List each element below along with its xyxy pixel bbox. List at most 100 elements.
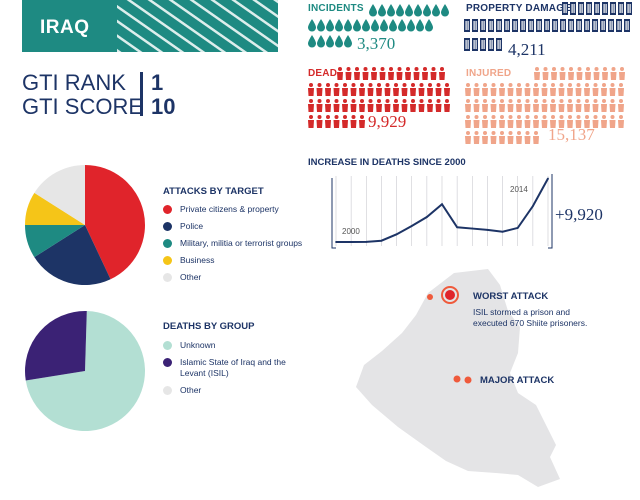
incident-droplet-icon [398, 19, 406, 32]
property-building-icon [504, 19, 510, 32]
chart-point [441, 203, 443, 206]
injured-person-icon [619, 67, 625, 80]
injured-person-icon [490, 115, 497, 128]
legend-swatch [163, 358, 172, 367]
incident-droplet-icon [344, 35, 352, 48]
incident-droplet-icon [432, 4, 440, 17]
dead-person-icon [333, 83, 340, 96]
country-banner: IRAQ [22, 0, 278, 52]
injured-person-icon [541, 99, 548, 112]
legend-label: Business [180, 255, 215, 265]
major-attack-title: MAJOR ATTACK [480, 375, 555, 386]
property-building-icon [464, 19, 470, 32]
attacks-by-target-title: ATTACKS BY TARGET [163, 186, 264, 197]
chart-point [410, 225, 413, 227]
injured-person-icon [601, 83, 607, 96]
property-building-icon [536, 19, 542, 32]
dead-person-icon [342, 99, 348, 112]
injured-person-icon [609, 83, 616, 96]
chart-point [425, 216, 428, 218]
chart-point [380, 239, 383, 242]
dead-person-icon [393, 83, 399, 96]
gti-score-value: 10 [151, 94, 176, 119]
injured-person-icon [568, 67, 574, 80]
dead-person-icon [444, 99, 450, 112]
injured-person-icon [499, 99, 505, 112]
incident-droplet-icon [405, 4, 413, 17]
injured-person-icon [482, 99, 488, 112]
injured-person-icon [516, 131, 522, 144]
property-building-icon [608, 19, 614, 32]
chart-start-label: 2000 [342, 227, 360, 236]
dead-person-icon [342, 115, 348, 128]
dead-person-icon [354, 67, 360, 80]
property-building-icon [616, 19, 622, 32]
injured-person-icon [610, 67, 617, 80]
dead-person-icon [359, 83, 365, 96]
target-slice-2 [25, 225, 85, 258]
major-attack-marker-2 [464, 376, 472, 384]
injured-person-icon [473, 131, 480, 144]
chart-point [471, 227, 474, 230]
incident-droplet-icon [441, 4, 449, 17]
attacks-by-target-pie [25, 165, 146, 285]
legend-label: Islamic State of Iraq and the Levant (IS… [180, 357, 286, 378]
dead-person-icon [376, 83, 382, 96]
dead-person-icon [376, 99, 382, 112]
property-building-icon [560, 19, 566, 32]
legend-swatch [163, 386, 172, 395]
incident-droplet-icon [396, 4, 404, 17]
legend-swatch [163, 256, 172, 265]
injured-person-icon [499, 83, 505, 96]
worst-attack-marker-outer [441, 286, 459, 304]
injured-person-icon [499, 115, 505, 128]
injured-person-icon [558, 83, 565, 96]
injured-person-icon [609, 99, 616, 112]
chart-point [531, 205, 534, 208]
injured-person-icon [507, 131, 514, 144]
injured-person-icon [507, 99, 514, 112]
legend-label: Military, militia or terrorist groups [180, 238, 303, 248]
dead-person-icon [396, 67, 403, 80]
property-building-icon [496, 19, 502, 32]
injured-person-icon [618, 115, 624, 128]
target-slice-4 [34, 165, 85, 225]
deaths-line-chart: 2000 2014 [331, 174, 553, 249]
incident-droplet-icon [317, 35, 325, 48]
dead-person-icon [325, 99, 331, 112]
property-building-icon [562, 2, 568, 15]
injured-person-icon [593, 67, 600, 80]
gti-rank-value: 1 [151, 70, 164, 95]
injured-person-icon [490, 99, 497, 112]
injured-person-icon [541, 83, 548, 96]
injured-person-icon [567, 99, 573, 112]
injured-person-icon [542, 67, 549, 80]
property-building-icon [496, 38, 502, 51]
property-building-icon [488, 38, 494, 51]
injured-person-icon [550, 99, 556, 112]
dead-person-icon [439, 67, 445, 80]
injured-person-icon [559, 67, 566, 80]
property-building-icon [626, 2, 632, 15]
country-name: IRAQ [40, 17, 90, 38]
injured-person-icon [465, 83, 471, 96]
incident-droplet-icon [425, 19, 433, 32]
property-building-icon [480, 19, 486, 32]
attacks-by-target-legend: Private citizens & property Police Militar… [163, 204, 343, 284]
injured-value: 15,137 [548, 125, 595, 144]
legend-label: Other [180, 385, 202, 395]
dead-person-icon [337, 67, 343, 80]
chart-point [486, 228, 489, 231]
dead-person-icon [388, 67, 394, 80]
dead-person-icon [418, 99, 425, 112]
dead-person-icon [342, 83, 348, 96]
deaths-by-group-pie [24, 311, 146, 431]
chart-change-label: +9,920 [555, 205, 603, 224]
chart-point [516, 227, 519, 229]
injured-person-icon [534, 67, 540, 80]
incident-droplet-icon [335, 19, 343, 32]
injured-person-icon [575, 83, 582, 96]
chart-point [547, 177, 549, 180]
injured-person-icon [533, 115, 539, 128]
dead-person-icon [384, 99, 391, 112]
